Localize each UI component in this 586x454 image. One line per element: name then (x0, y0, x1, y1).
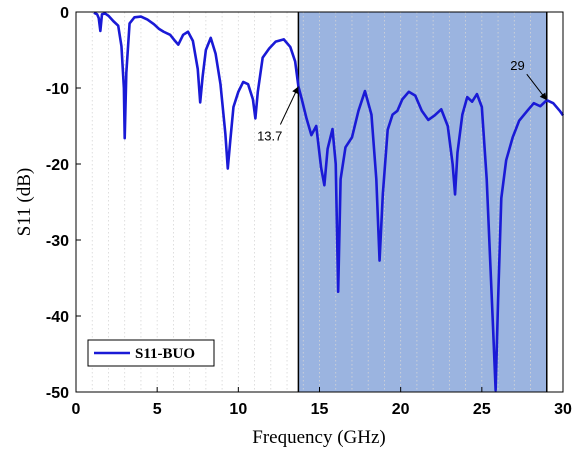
legend: S11-BUO (87, 339, 215, 367)
y-tick-label: -50 (46, 385, 69, 402)
legend-label: S11-BUO (135, 346, 195, 362)
x-tick-label: 25 (473, 401, 491, 418)
y-tick-label: -20 (46, 157, 69, 174)
annotation-arrowhead (539, 92, 547, 101)
y-tick-label: -30 (46, 233, 69, 250)
y-tick-label: -10 (46, 81, 69, 98)
annotation-arrowhead (292, 86, 299, 95)
annotation-label: 13.7 (257, 128, 282, 143)
x-tick-label: 30 (554, 401, 572, 418)
x-tick-label: 20 (392, 401, 410, 418)
annotation-arrow (279, 86, 299, 125)
x-axis-label: Frequency (GHz) (252, 427, 385, 448)
x-tick-label: 15 (311, 401, 329, 418)
x-axis-ticks: 0 5 10 15 20 25 30 (72, 387, 572, 418)
y-tick-label: 0 (60, 5, 69, 22)
annotation-label: 29 (510, 58, 524, 73)
y-axis-label: S11 (dB) (14, 168, 35, 236)
vertical-grid (91, 12, 548, 392)
x-tick-label: 5 (153, 401, 162, 418)
y-axis-ticks: 0 -10 -20 -30 -40 -50 (46, 5, 81, 402)
series-line-s11-buo (93, 11, 565, 392)
y-tick-label: -40 (46, 309, 69, 326)
x-tick-label: 0 (72, 401, 81, 418)
x-tick-label: 10 (229, 401, 247, 418)
annotations: 13.7 29 (257, 58, 548, 143)
